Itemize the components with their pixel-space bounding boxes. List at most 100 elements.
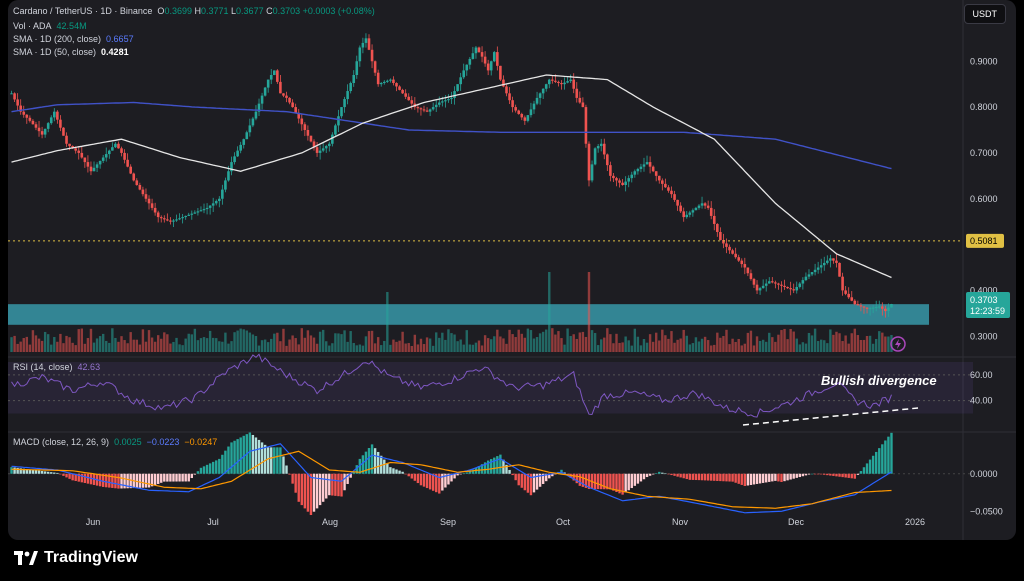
candle-body	[725, 243, 728, 247]
macd-hist-bar	[358, 458, 362, 474]
macd-hist-bar	[832, 473, 835, 476]
candle-body	[101, 157, 105, 161]
candle-body	[868, 308, 872, 310]
volume-bar	[844, 335, 847, 352]
macd-hist-bar	[65, 473, 68, 478]
macd-hist-bar	[780, 473, 783, 482]
volume-bar	[639, 345, 643, 352]
macd-hist-bar	[227, 446, 230, 474]
candle-body	[309, 135, 313, 142]
volume-bar	[428, 338, 432, 352]
volume-bar	[65, 335, 68, 352]
symbol-header: Cardano / TetherUS · 1D · Binance O0.369…	[13, 6, 375, 17]
sma200-legend[interactable]: SMA · 1D (200, close) 0.6657	[13, 34, 134, 45]
volume-bar	[545, 329, 548, 352]
macd-hist-bar	[105, 473, 108, 488]
macd-hist-bar	[334, 473, 337, 496]
brand[interactable]: TradingView	[14, 549, 138, 567]
volume-bar	[215, 338, 218, 352]
candle-body	[590, 164, 594, 181]
macd-hist-bar	[609, 473, 612, 490]
candle-body	[706, 205, 710, 208]
volume-bar	[193, 328, 197, 352]
volume-bar	[175, 337, 178, 352]
chart-svg[interactable]: 0.9000 0.8000 0.7000 0.6000 0.4000 0.3000 0.50…	[8, 0, 1016, 540]
volume-bar	[306, 330, 310, 352]
volume-bar	[266, 342, 270, 352]
volume-bar	[703, 336, 707, 352]
volume-legend[interactable]: Vol · ADA 42.54M	[13, 21, 87, 32]
sma50-legend[interactable]: SMA · 1D (50, close) 0.4281	[13, 47, 129, 58]
volume-bar	[254, 336, 258, 352]
candle-body	[499, 65, 502, 80]
macd-hist-bar	[887, 436, 890, 474]
volume-bar	[309, 335, 313, 352]
candle-body	[355, 61, 359, 75]
candle-body	[315, 147, 319, 153]
volume-bar	[868, 335, 872, 352]
volume-bar	[279, 341, 282, 352]
volume-bar	[508, 329, 511, 352]
volume-bar	[89, 328, 93, 352]
candle-body	[291, 102, 294, 108]
price-tick-label: 0.4000	[970, 285, 998, 295]
candle-body	[370, 49, 374, 62]
candle-body	[575, 88, 579, 98]
currency-button[interactable]: USDT	[963, 4, 1006, 24]
macd-hist-bar	[792, 473, 795, 479]
macd-hist-bar	[53, 472, 56, 474]
macd-hist-bar	[398, 470, 401, 474]
volume-bar	[514, 337, 517, 352]
volume-bar	[587, 272, 591, 352]
macd-hist-bar	[386, 463, 389, 474]
macd-hist-bar	[447, 473, 450, 485]
macd-hist-bar	[221, 454, 224, 474]
macd-hist-bar	[184, 473, 187, 482]
rsi-legend[interactable]: RSI (14, close) 42.63	[13, 362, 100, 373]
macd-hist-bar	[279, 447, 282, 474]
candle-body	[141, 189, 145, 195]
macd-hist-bar	[648, 473, 652, 476]
macd-hist-bar	[450, 473, 453, 482]
macd-hist-bar	[141, 473, 145, 488]
volume-bar	[716, 332, 719, 352]
macd-hist-bar	[581, 473, 585, 487]
candle-body	[68, 143, 71, 147]
candle-body	[517, 110, 521, 114]
macd-hist-bar	[169, 473, 172, 482]
volume-bar	[661, 329, 664, 352]
symbol-line[interactable]: Cardano / TetherUS · 1D · Binance	[13, 6, 153, 16]
macd-hist-bar	[285, 465, 288, 474]
macd-hist-bar	[163, 473, 166, 482]
candle-body	[169, 220, 172, 222]
candle-body	[615, 178, 618, 181]
macd-hist-bar	[532, 473, 536, 493]
macd-hist-bar	[645, 473, 649, 478]
volume-bar	[68, 337, 71, 352]
volume-bar	[242, 329, 245, 352]
candle-body	[859, 305, 863, 307]
candle-body	[767, 281, 771, 284]
macd-hist-bar	[630, 473, 633, 489]
volume-bar	[752, 345, 756, 352]
macd-legend[interactable]: MACD (close, 12, 26, 9) 0.0025 −0.0223 −…	[13, 437, 217, 448]
macd-hist-bar	[765, 473, 768, 483]
candle-body	[59, 119, 62, 128]
candle-body	[691, 210, 695, 213]
candle-body	[321, 148, 325, 151]
candle-body	[92, 167, 96, 172]
candle-body	[382, 81, 386, 84]
macd-hist-bar	[636, 473, 640, 484]
candle-body	[288, 97, 291, 103]
candle-body	[862, 306, 866, 308]
macd-hist-bar	[40, 471, 44, 474]
macd-hist-bar	[19, 468, 22, 474]
volume-bar	[841, 341, 844, 352]
candle-body	[648, 162, 652, 167]
macd-label: MACD (close, 12, 26, 9)	[13, 437, 110, 447]
volume-bar	[462, 344, 465, 352]
macd-hist-bar	[340, 473, 343, 497]
macd-hist-bar	[661, 472, 664, 474]
candle-body	[95, 164, 99, 168]
volume-bar	[490, 339, 493, 352]
